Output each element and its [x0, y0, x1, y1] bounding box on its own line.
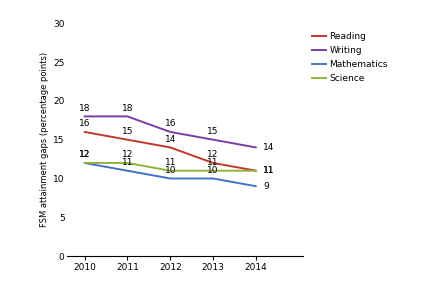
Text: 16: 16	[79, 119, 90, 128]
Text: 10: 10	[208, 166, 219, 175]
Mathematics	[125, 169, 130, 173]
Text: 11: 11	[122, 158, 133, 167]
Writing	[210, 138, 216, 141]
Line: Mathematics: Mathematics	[85, 163, 256, 186]
Text: 16: 16	[165, 119, 176, 128]
Text: 14: 14	[263, 143, 274, 152]
Text: 11: 11	[208, 158, 219, 167]
Text: 18: 18	[79, 104, 90, 113]
Text: 12: 12	[79, 150, 90, 159]
Mathematics	[168, 177, 173, 180]
Reading	[125, 138, 130, 141]
Text: 11: 11	[165, 158, 176, 167]
Science	[253, 169, 258, 173]
Text: 11: 11	[263, 166, 274, 175]
Text: 10: 10	[165, 166, 176, 175]
Mathematics	[210, 177, 216, 180]
Line: Reading: Reading	[85, 132, 256, 171]
Mathematics	[82, 161, 87, 165]
Writing	[82, 115, 87, 118]
Writing	[125, 115, 130, 118]
Reading	[253, 169, 258, 173]
Science	[125, 161, 130, 165]
Legend: Reading, Writing, Mathematics, Science: Reading, Writing, Mathematics, Science	[312, 33, 388, 83]
Science	[210, 169, 216, 173]
Y-axis label: FSM attainment gaps (percentage points): FSM attainment gaps (percentage points)	[40, 52, 49, 227]
Text: 11: 11	[263, 166, 274, 175]
Line: Writing: Writing	[85, 116, 256, 148]
Text: 15: 15	[122, 127, 133, 136]
Text: 12: 12	[122, 150, 133, 159]
Text: 9: 9	[263, 182, 269, 191]
Text: 14: 14	[165, 135, 176, 144]
Science	[168, 169, 173, 173]
Text: 12: 12	[79, 150, 90, 159]
Mathematics	[253, 184, 258, 188]
Text: 12: 12	[208, 150, 219, 159]
Reading	[168, 146, 173, 149]
Line: Science: Science	[85, 163, 256, 171]
Writing	[253, 146, 258, 149]
Science	[82, 161, 87, 165]
Reading	[210, 161, 216, 165]
Reading	[82, 130, 87, 134]
Writing	[168, 130, 173, 134]
Text: 18: 18	[122, 104, 133, 113]
Text: 15: 15	[208, 127, 219, 136]
